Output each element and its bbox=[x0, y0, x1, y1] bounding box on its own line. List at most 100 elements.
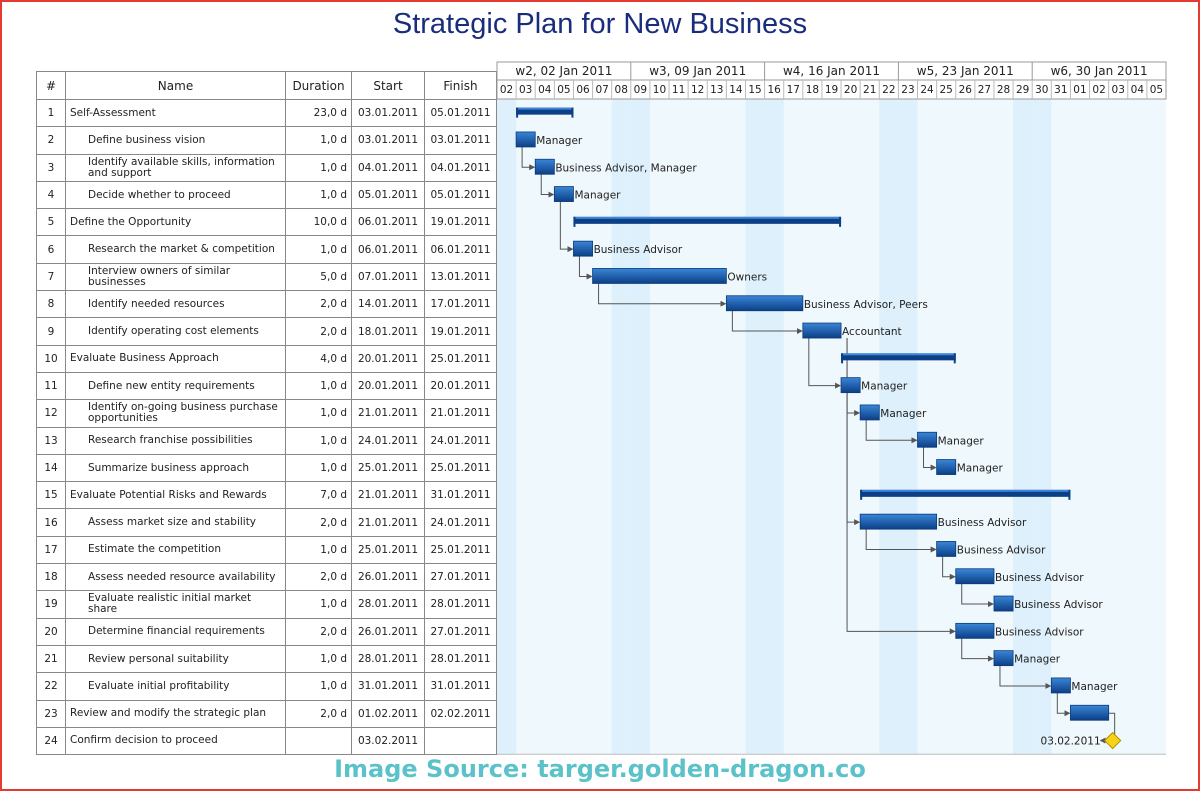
task-bar bbox=[553, 186, 574, 202]
task-start: 03.01.2011 bbox=[351, 126, 425, 155]
task-bar bbox=[993, 650, 1014, 667]
table-row[interactable]: 3 Identify available skills, information … bbox=[36, 153, 497, 182]
table-row[interactable]: 24 Confirm decision to proceed 03.02.2011 bbox=[36, 726, 497, 756]
resource-label: Business Advisor bbox=[1014, 599, 1103, 611]
task-start: 25.01.2011 bbox=[351, 535, 425, 565]
table-row[interactable]: 19 Evaluate realistic initial market shar… bbox=[36, 590, 497, 619]
resource-label: Accountant bbox=[842, 326, 902, 338]
task-name: Decide whether to proceed bbox=[65, 180, 286, 210]
table-row[interactable]: 7 Interview owners of similar businesses 5… bbox=[36, 262, 497, 292]
day-label: 27 bbox=[978, 84, 991, 96]
task-start: 20.01.2011 bbox=[351, 371, 425, 401]
week-label: w4, 16 Jan 2011 bbox=[783, 64, 880, 78]
task-name: Identify on-going business purchase oppo… bbox=[65, 399, 286, 428]
resource-label: Business Advisor bbox=[938, 517, 1027, 529]
column-header-duration: Duration bbox=[285, 71, 352, 100]
milestone-label: 03.02.2011 bbox=[1041, 736, 1101, 748]
task-name: Define business vision bbox=[65, 126, 286, 155]
task-finish: 24.01.2011 bbox=[424, 426, 497, 455]
task-bar bbox=[840, 377, 861, 394]
day-label: 22 bbox=[882, 84, 895, 96]
table-row[interactable]: 22 Evaluate initial profitability 1,0 d 31.… bbox=[36, 672, 497, 701]
table-row[interactable]: 4 Decide whether to proceed 1,0 d 05.01.201… bbox=[36, 180, 497, 210]
task-start: 28.01.2011 bbox=[351, 590, 425, 619]
day-label: 26 bbox=[959, 84, 973, 96]
dependency-link bbox=[923, 447, 937, 471]
task-finish: 19.01.2011 bbox=[424, 317, 497, 346]
task-num: 9 bbox=[36, 317, 66, 346]
resource-label: Owners bbox=[727, 271, 767, 283]
summary-bar-cap bbox=[516, 107, 519, 118]
task-start: 21.01.2011 bbox=[351, 508, 425, 537]
summary-bar-cap bbox=[860, 489, 863, 500]
task-start: 18.01.2011 bbox=[351, 317, 425, 346]
dependency-link bbox=[598, 283, 727, 307]
day-label: 18 bbox=[806, 84, 819, 96]
resource-label: Business Advisor bbox=[957, 544, 1046, 556]
table-row[interactable]: 9 Identify operating cost elements 2,0 d 18… bbox=[36, 317, 497, 346]
task-bar bbox=[955, 622, 995, 639]
table-row[interactable]: 8 Identify needed resources 2,0 d 14.01.201… bbox=[36, 290, 497, 319]
task-num: 20 bbox=[36, 617, 66, 646]
task-finish: 06.01.2011 bbox=[424, 235, 497, 264]
task-bar bbox=[1070, 704, 1110, 721]
task-name: Summarize business approach bbox=[65, 453, 286, 483]
summary-bar-highlight bbox=[516, 107, 574, 110]
task-bar bbox=[725, 295, 804, 312]
task-duration: 7,0 d bbox=[285, 481, 352, 510]
task-finish: 24.01.2011 bbox=[424, 508, 497, 537]
day-label: 28 bbox=[997, 84, 1010, 96]
task-name: Identify operating cost elements bbox=[65, 317, 286, 346]
day-label: 11 bbox=[672, 84, 685, 96]
task-finish: 02.02.2011 bbox=[424, 699, 497, 728]
task-name: Estimate the competition bbox=[65, 535, 286, 565]
task-start: 21.01.2011 bbox=[351, 481, 425, 510]
weekend-column bbox=[611, 99, 631, 755]
task-name: Assess needed resource availability bbox=[65, 563, 286, 592]
weekend-column bbox=[630, 99, 650, 755]
week-label: w2, 02 Jan 2011 bbox=[515, 64, 612, 78]
task-duration: 1,0 d bbox=[285, 399, 352, 428]
task-duration: 1,0 d bbox=[285, 672, 352, 701]
task-duration: 4,0 d bbox=[285, 344, 352, 373]
task-duration: 2,0 d bbox=[285, 290, 352, 319]
task-finish: 25.01.2011 bbox=[424, 535, 497, 565]
task-duration: 1,0 d bbox=[285, 180, 352, 210]
table-row[interactable]: 2 Define business vision 1,0 d 03.01.2011 03… bbox=[36, 126, 497, 155]
resource-label: Manager bbox=[938, 435, 985, 447]
task-start: 26.01.2011 bbox=[351, 563, 425, 592]
day-label: 03 bbox=[519, 84, 532, 96]
weekend-column bbox=[1013, 99, 1033, 755]
summary-bar-cap bbox=[1068, 489, 1071, 500]
task-duration: 1,0 d bbox=[285, 590, 352, 619]
table-row[interactable]: 17 Estimate the competition 1,0 d 25.01.201… bbox=[36, 535, 497, 565]
day-label: 12 bbox=[691, 84, 704, 96]
table-row[interactable]: 15 Evaluate Potential Risks and Rewards 7,… bbox=[36, 481, 497, 510]
task-num: 24 bbox=[36, 726, 66, 756]
table-row[interactable]: 11 Define new entity requirements 1,0 d 20.… bbox=[36, 371, 497, 401]
resource-label: Manager bbox=[1014, 654, 1061, 666]
summary-bar-highlight bbox=[841, 353, 956, 356]
day-label: 03 bbox=[1112, 84, 1125, 96]
table-row[interactable]: 1 Self-Assessment 23,0 d 03.01.2011 05.01.20… bbox=[36, 98, 497, 128]
task-finish: 05.01.2011 bbox=[424, 180, 497, 210]
dependency-link bbox=[1056, 692, 1071, 717]
summary-bar-cap bbox=[841, 353, 844, 364]
day-label: 14 bbox=[729, 84, 743, 96]
table-row[interactable]: 18 Assess needed resource availability 2,0… bbox=[36, 563, 497, 592]
task-name: Interview owners of similar businesses bbox=[65, 262, 286, 292]
task-start: 26.01.2011 bbox=[351, 617, 425, 646]
table-row[interactable]: 10 Evaluate Business Approach 4,0 d 20.01.2… bbox=[36, 344, 497, 373]
table-row[interactable]: 12 Identify on-going business purchase op… bbox=[36, 399, 497, 428]
column-header-finish: Finish bbox=[424, 71, 497, 100]
task-num: 10 bbox=[36, 344, 66, 373]
task-name: Research franchise possibilities bbox=[65, 426, 286, 455]
task-num: 18 bbox=[36, 563, 66, 592]
table-row[interactable]: 14 Summarize business approach 1,0 d 25.01.… bbox=[36, 453, 497, 483]
resource-label: Manager bbox=[861, 381, 908, 393]
